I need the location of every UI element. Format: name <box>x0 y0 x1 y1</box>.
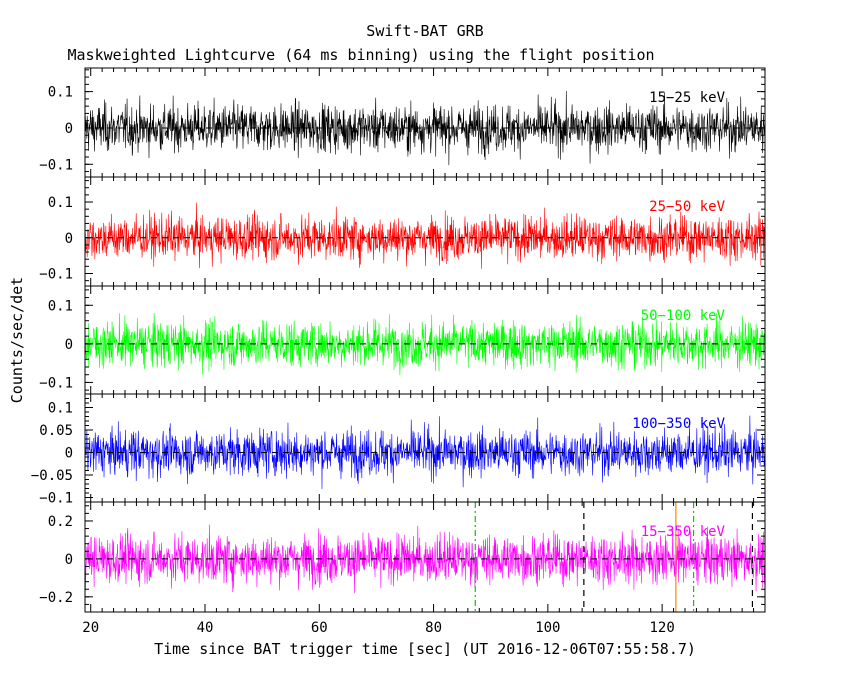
y-tick-label: −0.1 <box>39 491 73 507</box>
band-label: 15−25 keV <box>649 90 725 106</box>
series-line <box>85 415 765 489</box>
chart-title: Swift-BAT GRB <box>366 22 483 40</box>
y-tick-label: −0.05 <box>31 468 73 484</box>
y-tick-label: 0 <box>65 552 73 568</box>
y-tick-label: −0.1 <box>39 266 73 282</box>
series-line <box>85 90 765 166</box>
y-tick-label: 0.1 <box>48 298 73 314</box>
y-tick-label: 0.05 <box>39 423 73 439</box>
series-line <box>85 312 765 376</box>
panel-25-50-kev: −0.1 0 0.1 25−50 keV <box>39 176 766 287</box>
band-label: 25−50 keV <box>649 199 725 215</box>
y-tick-label: 0 <box>65 446 73 462</box>
y-tick-label: 0.1 <box>48 401 73 417</box>
series-line <box>85 202 765 269</box>
panels-group: −0.1 0 0.1 15−25 keV −0.1 0 0.1 25−50 keV −0.1 0 0… <box>31 67 766 636</box>
series-line <box>85 524 765 594</box>
panel-50-100-kev: −0.1 0 0.1 50−100 keV <box>39 285 766 395</box>
x-tick-label: 40 <box>197 620 214 636</box>
y-tick-label: 0.2 <box>48 514 73 530</box>
y-tick-label: 0 <box>65 231 73 247</box>
x-tick-label: 100 <box>535 620 560 636</box>
y-tick-label: −0.1 <box>39 157 73 173</box>
band-label: 50−100 keV <box>641 308 726 324</box>
chart-subtitle: Maskweighted Lightcurve (64 ms binning) … <box>68 46 655 64</box>
x-tick-label: 60 <box>311 620 328 636</box>
y-tick-label: −0.2 <box>39 590 73 606</box>
band-label: 100−350 keV <box>632 416 725 432</box>
x-axis-label: Time since BAT trigger time [sec] (UT 20… <box>154 640 696 658</box>
y-tick-label: 0 <box>65 121 73 137</box>
y-axis-label: Counts/sec/det <box>8 277 26 403</box>
band-label: 15−350 keV <box>641 524 726 540</box>
y-tick-label: 0.1 <box>48 195 73 211</box>
x-tick-label: 80 <box>425 620 442 636</box>
panel-frame <box>84 501 766 613</box>
panel-15-350-kev: −0.2 0 0.2 15−350 keV <box>39 501 766 613</box>
panel-100-350-kev: −0.1 −0.05 0 0.05 0.1 100−350 keV <box>31 393 766 507</box>
y-tick-label: 0 <box>65 337 73 353</box>
panel-15-25-kev: −0.1 0 0.1 15−25 keV <box>39 67 766 178</box>
y-tick-label: −0.1 <box>39 375 73 391</box>
y-tick-label: 0.1 <box>48 85 73 101</box>
x-tick-label: 120 <box>649 620 674 636</box>
x-tick-label: 20 <box>82 620 99 636</box>
